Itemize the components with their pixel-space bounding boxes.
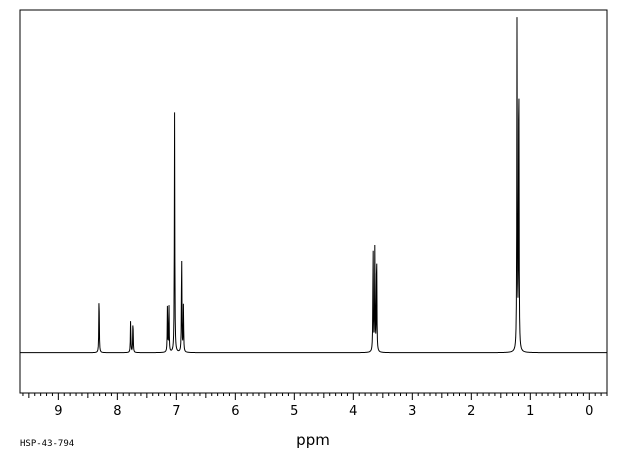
x-tick-label: 4 <box>349 404 357 419</box>
x-tick-label: 8 <box>113 404 121 419</box>
sample-code-label: HSP-43-794 <box>20 439 74 449</box>
x-tick-label: 0 <box>585 404 593 419</box>
x-tick-label: 3 <box>408 404 416 419</box>
x-axis-title: ppm <box>296 431 330 449</box>
spectrum-trace <box>20 17 607 354</box>
x-axis-ticks: 9 8 7 6 5 4 3 2 1 0 <box>22 393 608 419</box>
x-tick-label: 9 <box>54 404 62 419</box>
x-tick-label: 1 <box>526 404 534 419</box>
x-tick-label: 6 <box>231 404 239 419</box>
x-tick-label: 5 <box>290 404 298 419</box>
x-tick-label: 2 <box>467 404 475 419</box>
x-tick-label: 7 <box>172 404 180 419</box>
